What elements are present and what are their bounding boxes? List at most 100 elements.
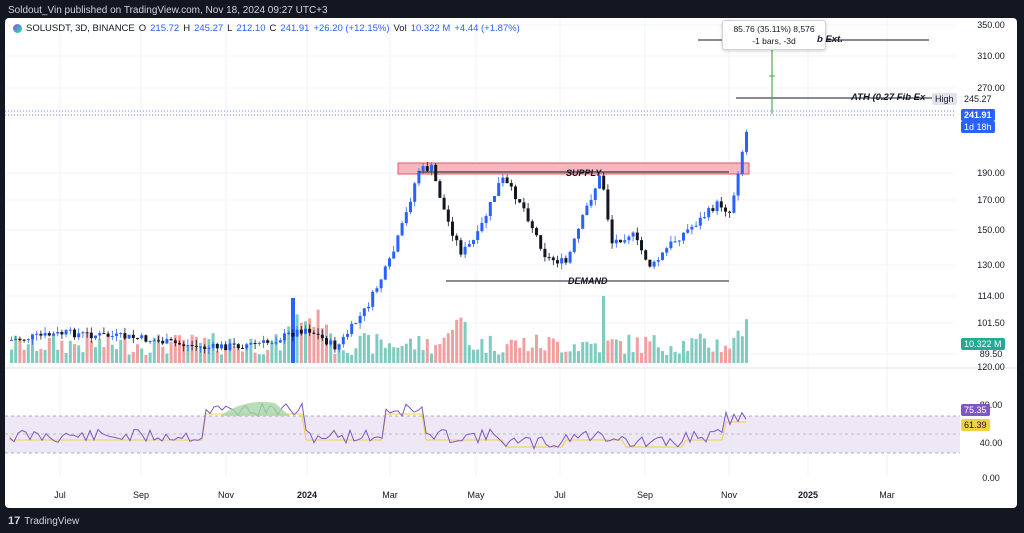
- volume-bar: [35, 350, 39, 363]
- volume-bar: [152, 338, 156, 363]
- volume-bar: [215, 351, 219, 363]
- volume-bar: [186, 345, 190, 363]
- supply-label: SUPPLY: [566, 168, 602, 178]
- volume-bar: [68, 340, 72, 363]
- volume-bar: [94, 347, 97, 363]
- candle: [22, 339, 26, 341]
- volume-bar: [467, 345, 471, 363]
- volume-bar: [501, 352, 505, 363]
- volume-bar: [711, 351, 715, 363]
- volume-bar: [161, 347, 165, 363]
- candle: [480, 222, 484, 232]
- candle: [56, 332, 60, 334]
- volume-bar: [283, 333, 286, 363]
- volume-bar: [253, 352, 257, 363]
- candle: [698, 217, 702, 226]
- candle: [543, 248, 547, 258]
- candle: [442, 197, 446, 210]
- volume-bar: [455, 319, 459, 363]
- candle: [31, 334, 34, 340]
- volume-bar: [732, 337, 736, 363]
- candle: [68, 329, 72, 331]
- volume-bar: [320, 328, 324, 363]
- candle: [173, 340, 177, 344]
- candle: [623, 240, 627, 243]
- volume-bar: [547, 337, 551, 363]
- candle: [518, 199, 522, 203]
- price-tick-label: 270.00: [977, 83, 1005, 93]
- chart-panel[interactable]: 120.00 80.00 40.00 0.00 350.00 310.00 270.00 1…: [5, 18, 1017, 508]
- volume-bar: [278, 350, 282, 363]
- candle: [236, 344, 240, 348]
- candle: [190, 345, 194, 347]
- candle: [564, 258, 568, 263]
- volume-bar: [736, 330, 740, 363]
- candle: [484, 216, 488, 223]
- volume-bar: [245, 343, 249, 363]
- candle: [375, 288, 379, 292]
- candle: [745, 131, 748, 152]
- supply-zone: [397, 162, 750, 175]
- time-axis[interactable]: Jul Sep Nov 2024 Mar May Jul Sep Nov 2025 Mar: [54, 490, 895, 500]
- volume-bar: [392, 347, 396, 363]
- candle: [694, 225, 698, 227]
- candle: [740, 151, 744, 174]
- volume-bar: [77, 345, 81, 363]
- candle: [194, 345, 198, 347]
- volume-bar: [274, 334, 278, 363]
- candle: [26, 339, 30, 341]
- candle: [354, 323, 358, 325]
- candle: [430, 164, 433, 171]
- candle: [73, 329, 76, 338]
- candle: [169, 338, 173, 341]
- volume-bar: [581, 342, 585, 363]
- candle: [308, 328, 312, 333]
- candle: [577, 228, 580, 239]
- volume-bar: [493, 350, 496, 363]
- volume-bar: [157, 334, 160, 363]
- volume-bar: [367, 334, 370, 363]
- chart-canvas[interactable]: 120.00 80.00 40.00 0.00 350.00 310.00 270.00 1…: [5, 18, 1017, 508]
- volume-bar: [421, 350, 425, 363]
- candle: [94, 335, 97, 339]
- c-label: C: [269, 23, 277, 34]
- volume-bar: [400, 345, 404, 363]
- high-tag: High: [932, 93, 957, 105]
- volume-bar: [488, 335, 492, 363]
- volume-bar: [497, 354, 501, 363]
- volume-bar: [257, 354, 261, 363]
- candle: [245, 344, 249, 349]
- rsi-ma-tag: 61.39: [961, 419, 990, 431]
- volume-bar: [270, 341, 274, 363]
- candle: [64, 330, 68, 335]
- volume-bar: [677, 353, 681, 363]
- volume-bar: [413, 349, 417, 363]
- candle: [228, 343, 232, 351]
- volume-bar: [337, 348, 341, 363]
- volume-bar: [673, 351, 677, 363]
- volume-bar: [199, 342, 202, 363]
- volume-bar: [115, 349, 118, 363]
- time-tick-label: 2025: [798, 490, 818, 500]
- footer: 17 TradingView: [8, 515, 79, 527]
- volume-bar: [346, 352, 349, 363]
- candle: [425, 166, 429, 171]
- volume-bar: [110, 344, 114, 363]
- candle: [333, 340, 337, 350]
- footer-brand: TradingView: [24, 515, 80, 527]
- price-axis[interactable]: 350.00 310.00 270.00 190.00 170.00 150.00 130.…: [977, 20, 1005, 359]
- candle: [409, 201, 412, 213]
- volume-bar: [375, 334, 379, 363]
- volume-bar: [707, 347, 711, 363]
- candle: [627, 236, 631, 241]
- publisher-line: Soldout_Vin published on TradingView.com…: [8, 5, 328, 16]
- candle: [665, 248, 669, 253]
- volume-bar: [551, 338, 555, 363]
- symbol-legend[interactable]: SOLUSDT, 3D, BINANCE O 215.72 H 245.27 L 21…: [13, 23, 520, 34]
- candle: [728, 211, 732, 213]
- drawing-lines[interactable]: [5, 39, 955, 282]
- volume-bar: [728, 348, 732, 363]
- candle: [606, 189, 610, 220]
- ath-label: ATH (0.27 Fib Ex: [851, 92, 926, 103]
- candle: [673, 241, 677, 243]
